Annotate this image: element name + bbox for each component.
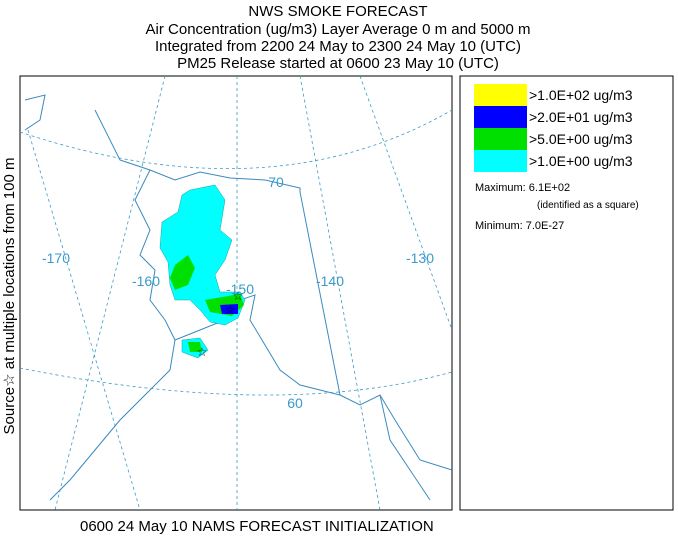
legend-swatch <box>474 106 527 128</box>
legend-swatch <box>474 84 527 106</box>
longitude-label: -160 <box>132 273 160 289</box>
legend-swatch <box>474 128 527 150</box>
latitude-label: 60 <box>287 395 303 411</box>
graticule <box>19 367 453 396</box>
map: ☆ ☆ ☆ -170 -160 -150 -140 -130 70 60 <box>19 75 453 511</box>
maximum-note: (identified as a square) <box>537 200 639 211</box>
source-marker: ☆ <box>233 289 244 303</box>
legend: Maximum: 6.1E+02 (identified as a square… <box>459 75 674 511</box>
legend-label: >2.0E+01 ug/m3 <box>529 109 633 125</box>
smoke-area <box>170 255 195 290</box>
legend-label: >1.0E+02 ug/m3 <box>529 87 633 103</box>
source-marker: ☆ <box>225 303 236 317</box>
coastline <box>174 294 341 396</box>
latitude-label: 70 <box>268 174 284 190</box>
smoke-area <box>220 304 238 314</box>
legend-label: >1.0E+00 ug/m3 <box>529 153 633 169</box>
footer: 0600 24 May 10 NAMS FORECAST INITIALIZAT… <box>80 518 434 535</box>
coastline <box>49 169 176 501</box>
maximum: Maximum: 6.1E+02 <box>475 182 570 194</box>
smoke-area <box>159 184 246 326</box>
smoke-area <box>188 342 202 352</box>
graticule <box>299 75 381 511</box>
graticule <box>54 75 166 511</box>
legend-label: >5.0E+00 ug/m3 <box>529 131 633 147</box>
graticule <box>27 129 141 511</box>
legend-swatch <box>474 150 527 172</box>
source-marker: ☆ <box>197 345 208 359</box>
title-line: NWS SMOKE FORECAST <box>248 3 427 20</box>
coastline <box>24 94 46 131</box>
minimum: Minimum: 7.0E-27 <box>475 220 564 232</box>
side-label: Source☆ at multiple locations from 100 m <box>1 158 18 435</box>
title-line: Air Concentration (ug/m3) Layer Average … <box>146 21 531 38</box>
title-line: Integrated from 2200 24 May to 2300 24 M… <box>155 38 521 55</box>
coastline <box>94 109 453 471</box>
longitude-label: -140 <box>316 273 344 289</box>
coastline <box>379 394 431 501</box>
title-line: PM25 Release started at 0600 23 May 10 (… <box>177 55 499 72</box>
longitude-label: -170 <box>42 250 70 266</box>
longitude-label: -150 <box>226 281 254 297</box>
longitude-label: -130 <box>406 250 434 266</box>
